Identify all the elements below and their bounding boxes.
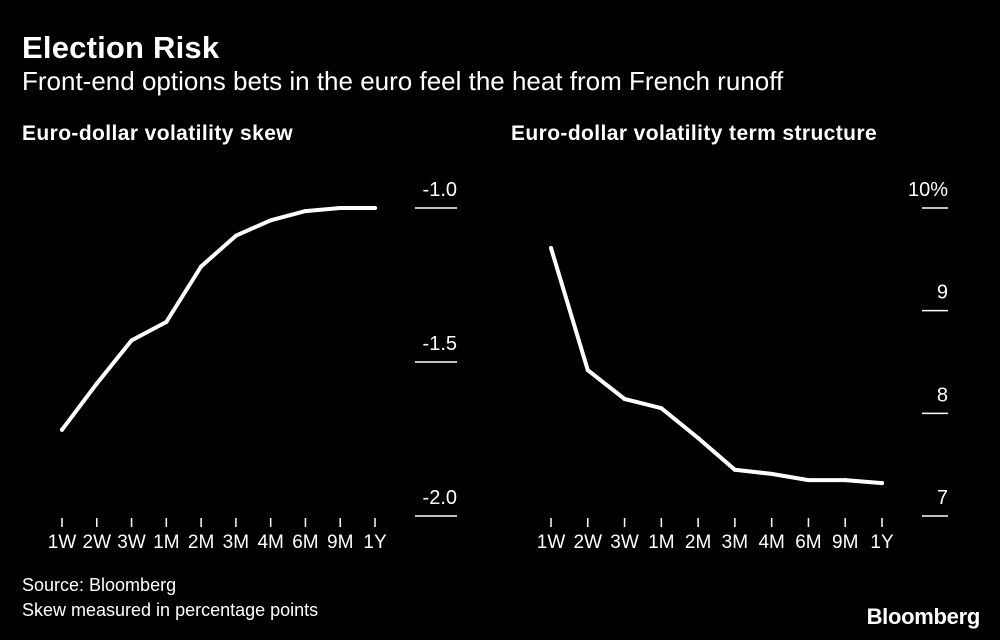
term-x-tick-label: 2W — [574, 532, 603, 553]
term-x-tick-label: 9M — [832, 532, 858, 553]
term-x-tick-label: 1W — [537, 532, 566, 553]
chart-subtitle: Front-end options bets in the euro feel … — [22, 66, 784, 96]
skew-x-tick-label: 2W — [83, 532, 112, 553]
skew-x-tick-label: 1M — [153, 532, 179, 553]
term-data-point — [806, 478, 811, 483]
term-y-tick-label: 7 — [937, 487, 948, 509]
skew-data-point — [338, 206, 343, 210]
skew-y-tick-label: -1.5 — [423, 333, 457, 355]
skew-chart-title: Euro-dollar volatility skew — [22, 122, 294, 145]
skew-x-tick-label: 3W — [117, 532, 146, 553]
skew-data-point — [303, 209, 308, 214]
skew-x-tick-label: 1W — [48, 532, 77, 553]
skew-data-point — [94, 381, 99, 386]
term-x-tick-label: 3W — [610, 532, 639, 553]
bloomberg-logo: Bloomberg — [866, 604, 981, 629]
skew-x-tick-label: 9M — [327, 532, 353, 553]
skew-data-point — [373, 206, 377, 210]
term-data-point — [769, 471, 774, 476]
term-series-line — [549, 246, 884, 486]
term-x-tick-label: 2M — [685, 532, 711, 553]
chart-headline: Election Risk — [22, 30, 220, 65]
term-data-point — [659, 406, 664, 411]
skew-data-point — [164, 319, 169, 324]
term-x-tick-label: 4M — [758, 532, 784, 553]
term-structure-chart-title: Euro-dollar volatility term structure — [511, 122, 878, 145]
skew-data-point — [233, 233, 238, 238]
skew-x-tick-label: 6M — [292, 532, 318, 553]
term-data-point — [585, 368, 590, 373]
term-data-point — [696, 435, 701, 440]
skew-x-tick-label: 1Y — [363, 532, 387, 553]
term-y-tick-label: 10% — [908, 179, 948, 201]
skew-y-tick-label: -2.0 — [423, 487, 457, 509]
skew-data-point — [199, 264, 204, 269]
term-data-point — [843, 478, 848, 483]
units-note: Skew measured in percentage points — [22, 600, 319, 620]
source-note: Source: Bloomberg — [22, 575, 177, 595]
skew-x-tick-label: 4M — [257, 532, 283, 553]
term-y-tick-label: 9 — [937, 282, 948, 304]
term-data-point — [732, 467, 737, 472]
skew-y-tick-label: -1.0 — [423, 179, 457, 201]
skew-x-tick-label: 3M — [223, 532, 249, 553]
skew-data-point — [60, 427, 64, 432]
term-x-tick-label: 1Y — [870, 532, 894, 553]
skew-x-tick-label: 2M — [188, 532, 214, 553]
skew-data-point — [268, 218, 273, 223]
term-x-tick-label: 6M — [795, 532, 821, 553]
term-data-point — [622, 396, 627, 401]
term-x-tick-label: 3M — [722, 532, 748, 553]
term-y-tick-label: 8 — [937, 384, 948, 406]
term-x-tick-label: 1M — [648, 532, 674, 553]
skew-data-point — [129, 338, 134, 343]
skew-series-line — [60, 206, 377, 432]
term-data-point — [549, 246, 553, 251]
term-data-point — [880, 481, 884, 486]
